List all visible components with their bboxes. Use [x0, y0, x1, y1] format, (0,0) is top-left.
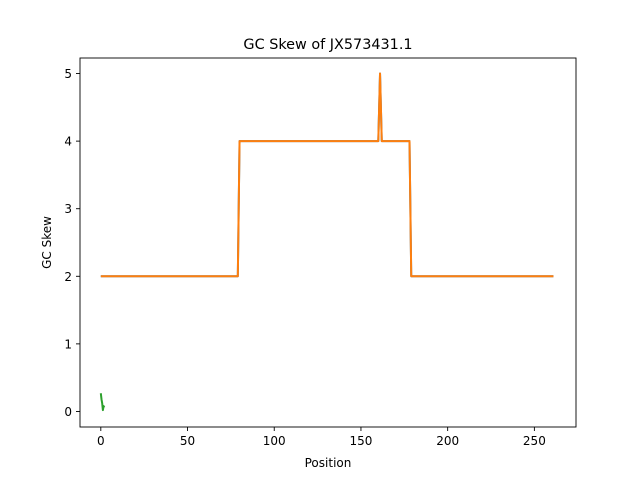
y-tick-label: 3 [64, 202, 72, 216]
plot-frame [79, 57, 577, 428]
y-tick-label: 4 [64, 135, 72, 149]
x-tick-label: 250 [523, 434, 546, 448]
y-tick-label: 5 [64, 67, 72, 81]
y-tick-label: 0 [64, 405, 72, 419]
x-axis-label: Position [305, 456, 352, 470]
x-tick-label: 150 [349, 434, 372, 448]
x-tick-label: 200 [436, 434, 459, 448]
y-tick-label: 2 [64, 270, 72, 284]
x-tick-label: 50 [180, 434, 195, 448]
series-line-1 [99, 393, 106, 412]
y-axis-label: GC Skew [40, 216, 54, 269]
chart-title: GC Skew of JX573431.1 [243, 37, 412, 53]
series-line-3 [100, 72, 554, 278]
plot-series-group [99, 72, 554, 412]
y-tick-label: 1 [64, 337, 72, 351]
y-axis-ticks: 0 1 2 3 4 5 [64, 67, 80, 419]
x-axis-ticks: 0 50 100 150 200 250 [97, 427, 546, 448]
x-tick-label: 100 [263, 434, 286, 448]
x-tick-label: 0 [97, 434, 105, 448]
